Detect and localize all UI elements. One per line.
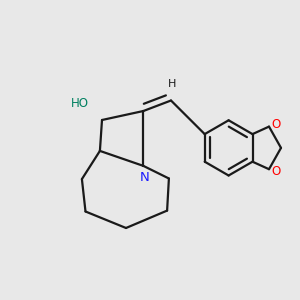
Text: N: N: [140, 171, 150, 184]
Text: O: O: [271, 165, 280, 178]
Text: HO: HO: [70, 97, 88, 110]
Text: H: H: [168, 79, 177, 89]
Text: O: O: [271, 118, 280, 131]
